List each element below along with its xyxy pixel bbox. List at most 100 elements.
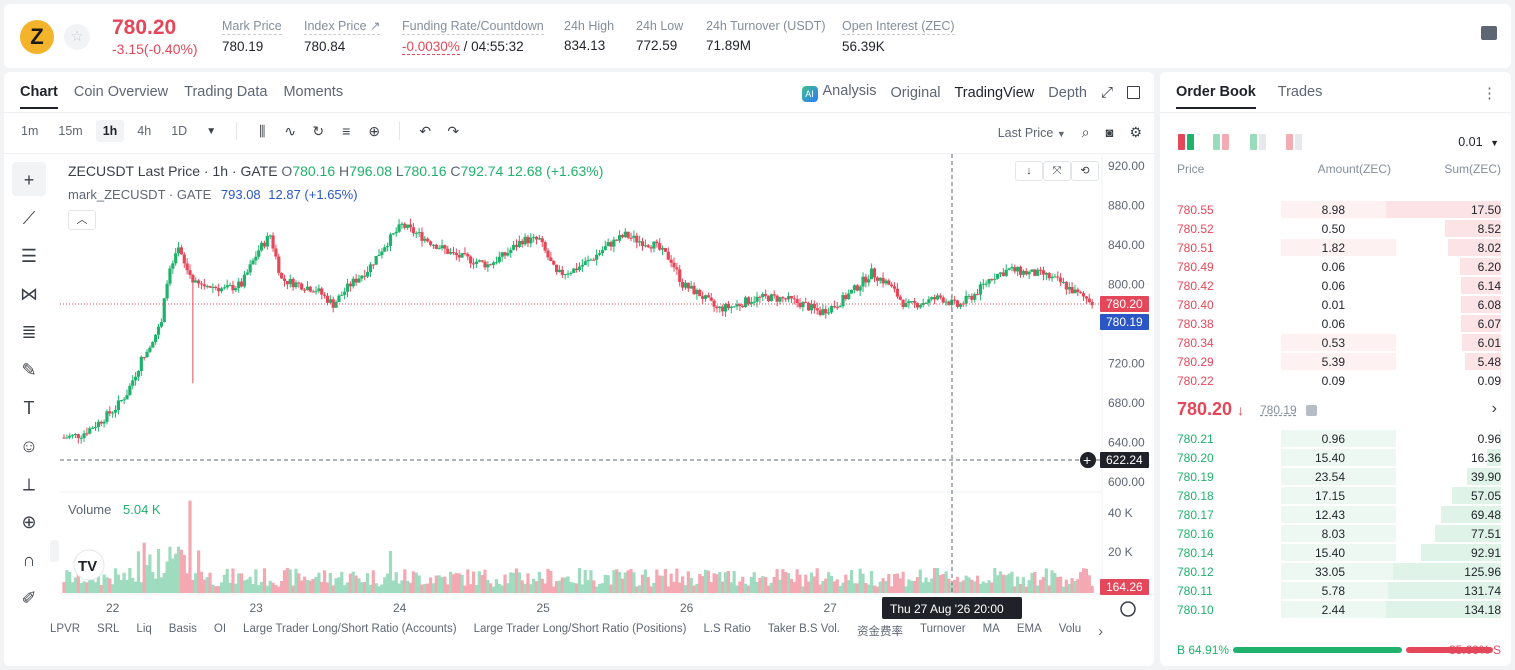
volume-bar	[99, 584, 103, 593]
volume-bar	[855, 583, 859, 593]
timeframe-dropdown-icon[interactable]: ▼	[206, 125, 217, 137]
more-options-icon[interactable]: ⋮	[1482, 85, 1497, 102]
timeframe-1d[interactable]: 1D	[171, 124, 188, 138]
indicator-item[interactable]: Taker B.S Vol.	[767, 623, 840, 635]
ask-row[interactable]: 780.49 0.06 6.20	[1160, 257, 1511, 276]
indicator-item[interactable]: 资金费率	[856, 626, 903, 638]
reset-view-button[interactable]: ⟲	[1071, 161, 1099, 181]
ask-row[interactable]: 780.52 0.50 8.52	[1160, 219, 1511, 238]
price-type-select[interactable]: Last Price ▼	[997, 125, 1066, 140]
emoji-icon[interactable]: ☺	[19, 436, 39, 456]
candle-body	[514, 244, 519, 247]
candle-type-icon[interactable]: ⫼	[258, 122, 266, 139]
search-icon[interactable]: ⌕	[1081, 124, 1090, 140]
pattern-icon[interactable]: ⋈	[20, 284, 38, 304]
ask-row[interactable]: 780.55 8.98 17.50	[1160, 200, 1511, 219]
scroll-down-button[interactable]: ↓	[1015, 161, 1043, 181]
indicator-item[interactable]: LPVR	[50, 623, 81, 635]
window-icon[interactable]	[1127, 86, 1140, 99]
fib-icon[interactable]: ≣	[21, 322, 37, 342]
tab-moments[interactable]: Moments	[283, 84, 344, 100]
indicator-item[interactable]: MA	[982, 623, 1000, 635]
indicator-item[interactable]: Large Trader Long/Short Ratio (Positions…	[473, 623, 687, 635]
indicators-icon[interactable]: ∿	[284, 122, 297, 139]
tab-order-book[interactable]: Order Book	[1176, 84, 1256, 109]
indicator-item[interactable]: SRL	[97, 623, 120, 635]
tab-original[interactable]: Original	[890, 84, 941, 101]
bid-row[interactable]: 780.17 12.43 69.48	[1160, 505, 1511, 524]
add-indicator-icon[interactable]: ⊕	[368, 122, 381, 139]
indicator-item[interactable]: OI	[213, 623, 227, 635]
ask-row[interactable]: 780.42 0.06 6.14	[1160, 276, 1511, 295]
magnet-icon[interactable]: ∩	[22, 550, 36, 570]
timeframe-15m[interactable]: 15m	[58, 124, 83, 138]
candle-body	[380, 251, 384, 256]
collapse-legend-button[interactable]: ︿	[68, 210, 96, 230]
indicator-item[interactable]: Turnover	[919, 623, 966, 635]
stat-index-price[interactable]: Index Price ↗ 780.84	[304, 18, 381, 54]
bid-row[interactable]: 780.11 5.78 131.74	[1160, 581, 1511, 600]
ask-row[interactable]: 780.51 1.82 8.02	[1160, 238, 1511, 257]
fullscreen-toggle-button[interactable]: ⤧	[1043, 161, 1071, 181]
book-mode-asks-icon[interactable]	[1286, 134, 1304, 150]
favorite-star-icon[interactable]: ☆	[64, 24, 90, 50]
bid-row[interactable]: 780.20 15.40 16.36	[1160, 448, 1511, 467]
indicator-item[interactable]: EMA	[1016, 623, 1042, 635]
timeframe-1h[interactable]: 1h	[95, 120, 125, 142]
candle-body	[70, 434, 75, 436]
indicator-item[interactable]: Basis	[168, 623, 197, 635]
redo-icon[interactable]: ↷	[447, 122, 460, 139]
bid-row[interactable]: 780.14 15.40 92.91	[1160, 543, 1511, 562]
timeframe-4h[interactable]: 4h	[137, 124, 152, 138]
book-mode-bids-icon[interactable]	[1250, 134, 1268, 150]
tab-chart[interactable]: Chart	[20, 84, 58, 109]
candlestick-chart[interactable]: 920.00880.00840.00800.00760.00720.00680.…	[4, 72, 1154, 666]
tab-depth[interactable]: Depth	[1048, 84, 1087, 101]
bid-row[interactable]: 780.10 2.44 134.18	[1160, 600, 1511, 619]
chevron-right-icon[interactable]: ›	[1098, 623, 1104, 640]
tab-trading-data[interactable]: Trading Data	[184, 84, 268, 100]
indicator-item[interactable]: L.S Ratio	[703, 623, 751, 635]
bid-row[interactable]: 780.18 17.15 57.05	[1160, 486, 1511, 505]
ruler-icon[interactable]: ⟂	[22, 474, 35, 494]
text-tool-icon[interactable]: T	[23, 398, 35, 418]
bid-row[interactable]: 780.16 8.03 77.51	[1160, 524, 1511, 543]
tab-tradingview[interactable]: TradingView	[954, 84, 1035, 101]
book-icon[interactable]	[1481, 26, 1497, 40]
bid-row[interactable]: 780.21 0.96 0.96	[1160, 429, 1511, 448]
book-mode-both-icon[interactable]	[1178, 134, 1196, 150]
bid-row[interactable]: 780.19 23.54 39.90	[1160, 467, 1511, 486]
candle-body	[446, 248, 450, 254]
timeframe-1m[interactable]: 1m	[21, 124, 39, 138]
expand-icon[interactable]: ⤢	[1100, 84, 1113, 101]
chevron-right-icon[interactable]: ›	[1491, 400, 1497, 417]
ask-row[interactable]: 780.40 0.01 6.08	[1160, 295, 1511, 314]
indicator-item[interactable]: Volu	[1058, 623, 1082, 635]
templates-icon[interactable]: ≡	[342, 123, 351, 139]
pencil-lock-icon[interactable]: ✐	[21, 588, 37, 608]
tick-size-select[interactable]: 0.01 ▼	[1458, 135, 1499, 149]
crosshair-icon[interactable]: +	[12, 162, 46, 196]
tab-trades[interactable]: Trades	[1277, 84, 1323, 100]
undo-icon[interactable]: ↶	[419, 122, 432, 139]
brush-icon[interactable]: ✎	[21, 360, 37, 380]
replay-icon[interactable]: ↻	[312, 122, 325, 139]
ask-row[interactable]: 780.29 5.39 5.48	[1160, 352, 1511, 371]
indicator-item[interactable]: Large Trader Long/Short Ratio (Accounts)	[243, 623, 457, 635]
volume-bar	[1021, 577, 1026, 593]
candle-body	[973, 294, 977, 300]
tab-analysis[interactable]: AI Analysis	[801, 83, 877, 102]
ask-row[interactable]: 780.38 0.06 6.07	[1160, 314, 1511, 333]
indicator-item[interactable]: Liq	[136, 623, 152, 635]
settings-gear-icon[interactable]: ⚙	[1129, 124, 1142, 140]
tab-coin-overview[interactable]: Coin Overview	[73, 84, 169, 100]
bid-row[interactable]: 780.12 33.05 125.96	[1160, 562, 1511, 581]
horizontal-lines-icon[interactable]: ☰	[20, 246, 38, 266]
book-mode-split-icon[interactable]	[1213, 134, 1231, 150]
ask-row[interactable]: 780.22 0.09 0.09	[1160, 371, 1511, 390]
ask-row[interactable]: 780.34 0.53 6.01	[1160, 333, 1511, 352]
stat-label[interactable]: Index Price ↗	[304, 19, 381, 35]
trendline-icon[interactable]: ⟋	[22, 208, 36, 228]
camera-icon[interactable]: ◙	[1105, 125, 1114, 140]
zoom-in-icon[interactable]: ⊕	[21, 512, 37, 532]
